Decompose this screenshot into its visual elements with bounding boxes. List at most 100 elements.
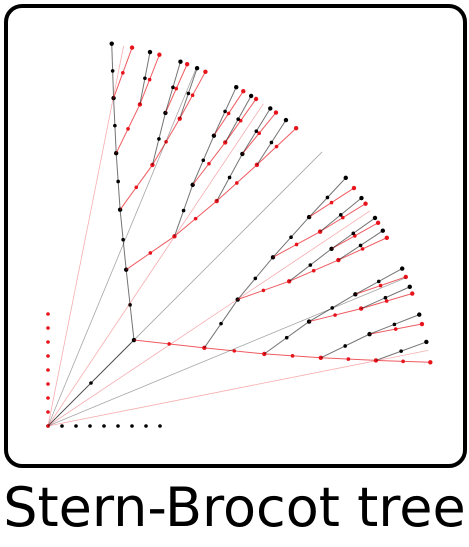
tree-edge-mid — [207, 161, 211, 166]
tree-edge-node — [359, 195, 364, 201]
tree-edge-node — [111, 95, 116, 101]
axis-dot — [46, 396, 50, 400]
fan-line — [47, 67, 197, 427]
axis-dot — [130, 424, 134, 428]
tree-edge-mid — [393, 327, 398, 331]
axis-dot — [46, 312, 50, 316]
tree-edge-mid — [116, 179, 120, 184]
tree-edge-mid — [330, 306, 335, 310]
tree-edge-node — [407, 284, 412, 290]
tree-edge-mid — [226, 111, 231, 116]
tree-edge-mid — [376, 279, 381, 284]
tree-edge-node — [403, 274, 408, 280]
tree-edge-node — [137, 102, 143, 107]
tree-edge-node — [129, 45, 135, 50]
tree-edge-node — [147, 49, 153, 55]
axis-dot — [74, 424, 78, 428]
tree-edge-mid — [311, 268, 316, 273]
tree-edge-node — [248, 93, 254, 99]
tree-edge-mid — [89, 381, 93, 385]
tree-edge-mid — [113, 123, 117, 128]
tree-edge-mid — [143, 76, 147, 81]
tree-edge-mid — [290, 354, 295, 358]
tree-edge-mid — [190, 93, 195, 98]
stern-brocot-tree-diagram — [46, 41, 433, 428]
fan-line — [47, 45, 125, 427]
tree-edge-node — [343, 175, 348, 181]
axis-dot — [46, 326, 50, 330]
tree-edge-mid — [134, 185, 139, 190]
tree-edge-mid — [201, 158, 206, 163]
tree-edge-mid — [174, 86, 179, 91]
fan-line — [47, 103, 264, 427]
tree-edge-mid — [341, 215, 345, 220]
tree-edge-mid — [121, 71, 125, 75]
tree-edge-mid — [253, 276, 258, 281]
tree-edge-mid — [358, 243, 363, 248]
tree-edge-mid — [235, 181, 239, 185]
tree-edge-node — [363, 201, 368, 206]
tree-edge-node — [177, 116, 182, 121]
tree-edge-node — [268, 106, 273, 111]
tree-edge-node — [293, 126, 299, 131]
tree-edge-node — [367, 331, 372, 337]
tree-edge-mid — [384, 299, 389, 303]
axis-dot — [144, 424, 148, 428]
tree-edge-node — [417, 312, 422, 317]
tree-edge-mid — [294, 242, 299, 247]
tree-edge-mid — [254, 129, 259, 133]
axis-dot — [158, 424, 162, 428]
fan-line — [47, 349, 429, 427]
axis-dot — [116, 424, 120, 428]
axis-dot — [46, 410, 50, 414]
tree-edge-mid — [274, 144, 279, 149]
tree-edge-node — [253, 96, 259, 102]
fan-line — [47, 277, 407, 427]
tree-edge-mid — [392, 322, 397, 327]
tree-edge-mid — [338, 213, 343, 217]
tree-edge-node — [428, 360, 433, 365]
tree-edge-mid — [383, 295, 388, 300]
caption-title: Stern-Brocot tree — [3, 476, 466, 539]
tree-edge-mid — [110, 69, 115, 73]
tree-edge-mid — [360, 247, 365, 251]
tree-edge-node — [203, 69, 208, 75]
tree-edge-mid — [193, 216, 198, 221]
axis-dot — [46, 382, 50, 386]
icon-frame — [4, 4, 467, 468]
tree-edge-node — [384, 235, 390, 240]
axis-dot — [60, 424, 64, 428]
tree-edge-mid — [378, 283, 383, 288]
tree-edge-node — [351, 185, 357, 191]
tree-edge-mid — [171, 85, 175, 90]
tree-edge-node — [109, 41, 114, 46]
fan-line — [47, 151, 323, 427]
tree-edge-mid — [269, 140, 274, 145]
tree-edge-mid — [308, 263, 313, 267]
axis-dot — [88, 424, 92, 428]
tree-edge-node — [424, 339, 429, 345]
tree-edge-mid — [333, 313, 337, 317]
tree-edge-node — [273, 110, 279, 115]
tree-edge-node — [410, 291, 415, 296]
tree-edge-node — [184, 62, 190, 67]
tree-edge-node — [178, 59, 183, 64]
tree-edge-mid — [401, 359, 405, 364]
tree-edge-mid — [181, 208, 186, 213]
tree-edge-mid — [126, 127, 130, 131]
tree-edge-mid — [164, 139, 168, 144]
tree-edge-mid — [284, 335, 289, 340]
tree-edge-node — [375, 220, 381, 226]
tree-edge-mid — [219, 321, 223, 326]
tree-edge-mid — [223, 109, 227, 114]
tree-edge-mid — [128, 303, 132, 307]
tree-edge-node — [353, 292, 358, 297]
tree-edge-node — [358, 306, 364, 311]
tree-edge-mid — [351, 231, 356, 236]
tree-edge-mid — [148, 251, 153, 255]
tree-edge-mid — [227, 175, 232, 180]
tree-edge-node — [241, 88, 246, 94]
tree-edge-node — [157, 52, 162, 57]
tree-edge-mid — [167, 342, 171, 346]
tree-edge-node — [380, 228, 386, 233]
